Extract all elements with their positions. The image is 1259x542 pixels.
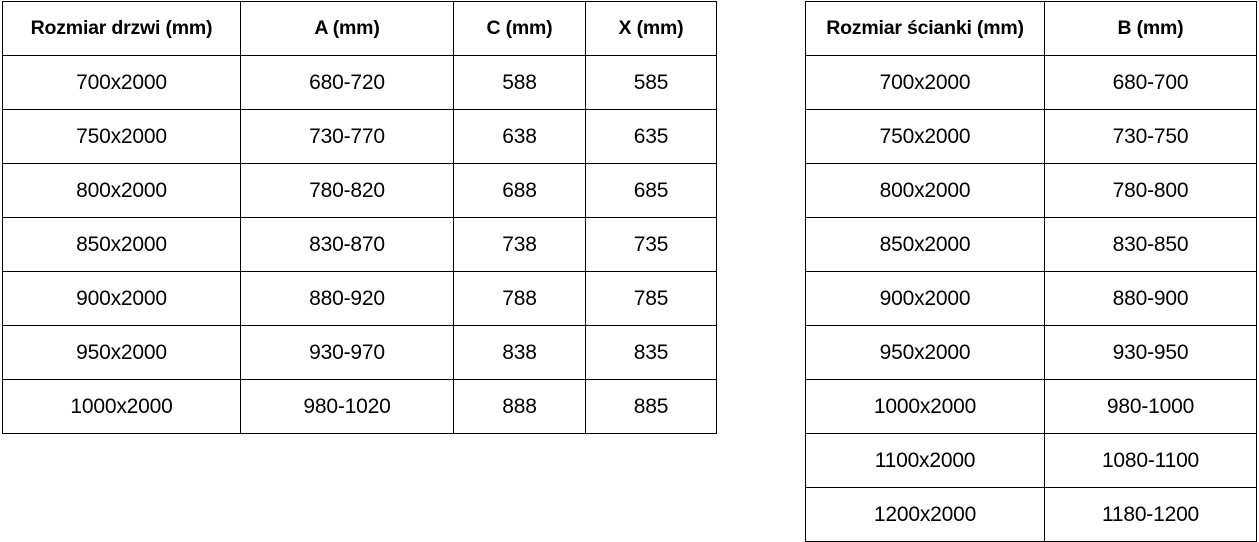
cell-c: 788	[453, 271, 586, 326]
cell-c: 738	[453, 217, 586, 272]
cell-door-size: 850x2000	[2, 217, 241, 272]
cell-wall-size: 1000x2000	[805, 379, 1045, 434]
door-size-table-header: Rozmiar drzwi (mm) A (mm) C (mm) X (mm)	[2, 1, 717, 56]
table-row: 800x2000 780-800	[805, 163, 1257, 218]
cell-x: 685	[585, 163, 717, 218]
cell-door-size: 750x2000	[2, 109, 241, 164]
column-header-a: A (mm)	[240, 1, 454, 56]
table-row: 1100x2000 1080-1100	[805, 433, 1257, 488]
cell-x: 785	[585, 271, 717, 326]
cell-b: 1180-1200	[1044, 487, 1257, 542]
cell-b: 780-800	[1044, 163, 1257, 218]
cell-wall-size: 1100x2000	[805, 433, 1045, 488]
cell-x: 885	[585, 379, 717, 434]
cell-wall-size: 950x2000	[805, 325, 1045, 380]
table-row: 700x2000 680-700	[805, 55, 1257, 110]
cell-c: 688	[453, 163, 586, 218]
column-header-wall-size: Rozmiar ścianki (mm)	[805, 1, 1045, 56]
cell-b: 680-700	[1044, 55, 1257, 110]
cell-b: 930-950	[1044, 325, 1257, 380]
cell-x: 585	[585, 55, 717, 110]
door-size-table-body: 700x2000 680-720 588 585 750x2000 730-77…	[2, 55, 717, 434]
wall-panel-size-table-header: Rozmiar ścianki (mm) B (mm)	[805, 1, 1257, 56]
cell-c: 888	[453, 379, 586, 434]
cell-a: 730-770	[240, 109, 454, 164]
cell-x: 835	[585, 325, 717, 380]
table-row: 1000x2000 980-1020 888 885	[2, 379, 717, 434]
cell-x: 635	[585, 109, 717, 164]
table-row: 750x2000 730-750	[805, 109, 1257, 164]
cell-door-size: 900x2000	[2, 271, 241, 326]
cell-door-size: 950x2000	[2, 325, 241, 380]
cell-b: 830-850	[1044, 217, 1257, 272]
cell-wall-size: 900x2000	[805, 271, 1045, 326]
cell-c: 638	[453, 109, 586, 164]
table-header-row: Rozmiar drzwi (mm) A (mm) C (mm) X (mm)	[2, 1, 717, 56]
cell-b: 730-750	[1044, 109, 1257, 164]
column-header-door-size: Rozmiar drzwi (mm)	[2, 1, 241, 56]
column-header-x: X (mm)	[585, 1, 717, 56]
table-row: 900x2000 880-920 788 785	[2, 271, 717, 326]
table-row: 850x2000 830-870 738 735	[2, 217, 717, 272]
wall-panel-size-table: Rozmiar ścianki (mm) B (mm) 700x2000 680…	[805, 1, 1257, 542]
column-header-c: C (mm)	[453, 1, 586, 56]
cell-b: 980-1000	[1044, 379, 1257, 434]
table-row: 1200x2000 1180-1200	[805, 487, 1257, 542]
table-row: 950x2000 930-950	[805, 325, 1257, 380]
cell-door-size: 800x2000	[2, 163, 241, 218]
cell-wall-size: 1200x2000	[805, 487, 1045, 542]
table-row: 900x2000 880-900	[805, 271, 1257, 326]
door-size-table: Rozmiar drzwi (mm) A (mm) C (mm) X (mm) …	[2, 1, 717, 434]
cell-b: 880-900	[1044, 271, 1257, 326]
cell-a: 780-820	[240, 163, 454, 218]
column-header-b: B (mm)	[1044, 1, 1257, 56]
cell-x: 735	[585, 217, 717, 272]
cell-a: 980-1020	[240, 379, 454, 434]
cell-door-size: 700x2000	[2, 55, 241, 110]
cell-b: 1080-1100	[1044, 433, 1257, 488]
cell-c: 588	[453, 55, 586, 110]
table-row: 750x2000 730-770 638 635	[2, 109, 717, 164]
cell-wall-size: 700x2000	[805, 55, 1045, 110]
cell-door-size: 1000x2000	[2, 379, 241, 434]
cell-wall-size: 850x2000	[805, 217, 1045, 272]
cell-wall-size: 800x2000	[805, 163, 1045, 218]
table-row: 700x2000 680-720 588 585	[2, 55, 717, 110]
cell-a: 680-720	[240, 55, 454, 110]
table-row: 950x2000 930-970 838 835	[2, 325, 717, 380]
table-header-row: Rozmiar ścianki (mm) B (mm)	[805, 1, 1257, 56]
cell-a: 880-920	[240, 271, 454, 326]
cell-a: 930-970	[240, 325, 454, 380]
table-row: 800x2000 780-820 688 685	[2, 163, 717, 218]
cell-c: 838	[453, 325, 586, 380]
table-row: 850x2000 830-850	[805, 217, 1257, 272]
cell-wall-size: 750x2000	[805, 109, 1045, 164]
cell-a: 830-870	[240, 217, 454, 272]
table-row: 1000x2000 980-1000	[805, 379, 1257, 434]
wall-panel-size-table-body: 700x2000 680-700 750x2000 730-750 800x20…	[805, 55, 1257, 542]
